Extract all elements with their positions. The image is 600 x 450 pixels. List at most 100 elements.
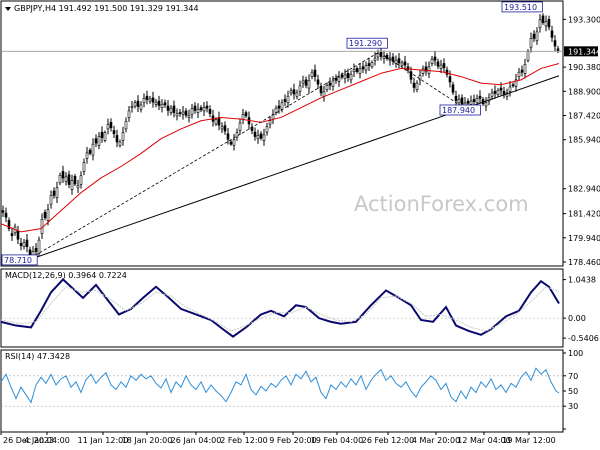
- price-tick-label: 178.460: [568, 258, 600, 267]
- candle-body: [73, 176, 77, 185]
- candle-body: [547, 19, 551, 28]
- candle-body: [76, 185, 80, 189]
- candle-body: [448, 76, 452, 83]
- price-tick-label: 193.300: [568, 15, 600, 24]
- candle-body: [514, 79, 518, 87]
- candle-body: [394, 59, 398, 64]
- candle-body: [502, 90, 506, 95]
- candle-body: [400, 62, 404, 66]
- candle-body: [370, 62, 374, 68]
- candle-body: [496, 89, 500, 95]
- candle-body: [316, 79, 320, 85]
- candle-body: [265, 126, 269, 133]
- candle-body: [367, 63, 371, 66]
- macd-signal-line: [0, 286, 560, 332]
- candle-body: [466, 100, 470, 104]
- candle-body: [523, 64, 527, 74]
- candle-body: [124, 120, 128, 130]
- candle-body: [175, 113, 179, 117]
- time-tick-label: 12 Mar 04:00: [457, 436, 510, 445]
- candle-body: [403, 61, 407, 66]
- candle-body: [97, 136, 101, 146]
- candle-body: [169, 107, 173, 113]
- candle-body: [418, 75, 422, 81]
- candle-body: [19, 243, 23, 246]
- annotation-label: 187.940: [442, 106, 475, 115]
- candle-body: [355, 68, 359, 72]
- candle-body: [376, 53, 380, 58]
- candle-body: [244, 112, 248, 117]
- candle-body: [55, 187, 59, 198]
- candle-body: [307, 80, 311, 89]
- price-tick-label: 188.900: [568, 87, 600, 96]
- candle-body: [67, 174, 71, 185]
- candle-body: [214, 119, 218, 125]
- candle-body: [331, 80, 335, 87]
- candle-body: [292, 89, 296, 95]
- candle-body: [202, 107, 206, 112]
- candle-body: [217, 117, 221, 126]
- candle-body: [274, 107, 278, 113]
- rsi-series: [0, 367, 563, 407]
- time-tick-label: 26 Dec 2023: [3, 436, 54, 445]
- macd-series: [0, 277, 563, 338]
- candle-body: [472, 99, 476, 102]
- candle-body: [334, 77, 338, 81]
- candle-body: [181, 111, 185, 115]
- candle-body: [148, 98, 152, 102]
- candle-body: [364, 65, 368, 71]
- candle-body: [22, 241, 26, 247]
- rsi-tick-label: 30: [568, 402, 578, 411]
- macd-tick-label: 1.0438: [568, 276, 596, 285]
- candle-body: [325, 85, 329, 90]
- candle-body: [64, 176, 68, 182]
- time-tick-label: 4 Jan 04:00: [24, 436, 70, 445]
- candle-body: [511, 84, 515, 87]
- rsi-panel-frame: [0, 349, 564, 433]
- candle-body: [535, 31, 539, 41]
- candle-body: [322, 91, 326, 97]
- price-panel-glyph: [5, 7, 11, 11]
- annotation-label: 193.510: [504, 3, 537, 12]
- candle-body: [517, 71, 521, 77]
- candle-body: [352, 69, 356, 72]
- candle-body: [193, 105, 197, 111]
- annotation-label: 78.710: [4, 256, 32, 265]
- candle-body: [100, 131, 104, 138]
- candle-body: [82, 162, 86, 172]
- candle-body: [298, 85, 302, 92]
- candle-body: [442, 63, 446, 69]
- candle-body: [532, 33, 536, 39]
- price-tick-label: 185.940: [568, 136, 600, 145]
- candle-body: [361, 66, 365, 70]
- price-panel: GBPJPY,H4 191.492 191.500 191.329 191.34…: [0, 0, 600, 267]
- candle-body: [277, 105, 281, 109]
- candle-body: [241, 114, 245, 120]
- candle-body: [439, 64, 443, 69]
- candle-body: [136, 100, 140, 107]
- rsi-tick-label: 100: [568, 349, 583, 358]
- candle-body: [10, 233, 14, 236]
- candle-body: [328, 82, 332, 86]
- candle-body: [556, 48, 560, 51]
- candle-body: [427, 66, 431, 74]
- candle-body: [433, 56, 437, 61]
- candle-body: [454, 95, 458, 101]
- candle-body: [157, 100, 161, 106]
- candle-body: [232, 139, 236, 146]
- candle-body: [139, 104, 143, 110]
- candle-body: [7, 220, 11, 229]
- candle-body: [4, 212, 8, 218]
- candle-body: [313, 69, 317, 77]
- candle-body: [220, 126, 224, 130]
- time-tick-label: 2 Feb 12:00: [220, 436, 267, 445]
- candle-body: [37, 239, 41, 254]
- candle-body: [346, 73, 350, 78]
- time-tick-label: 4 Mar 20:00: [412, 436, 460, 445]
- candle-body: [235, 132, 239, 138]
- candle-body: [373, 57, 377, 61]
- candle-body: [283, 99, 287, 102]
- price-panel-header: GBPJPY,H4 191.492 191.500 191.329 191.34…: [14, 4, 199, 13]
- candle-body: [142, 98, 146, 104]
